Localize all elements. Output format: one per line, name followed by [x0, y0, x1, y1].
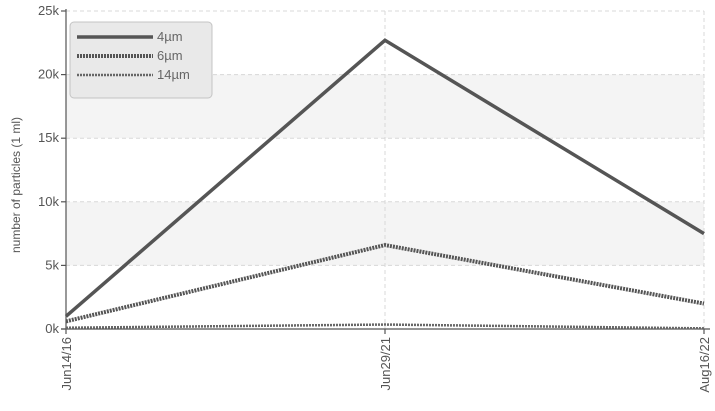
series-line-0: [64, 38, 705, 318]
y-tick-label-2: 10k: [38, 194, 59, 209]
x-tick-labels: Jun14/16 Jun29/21 Aug16/22: [59, 337, 712, 393]
legend: 4µm 6µm 14µm: [69, 21, 213, 99]
x-tick-label-0: Jun14/16: [59, 337, 74, 391]
axes: [61, 9, 710, 334]
legend-label-0: 4µm: [157, 29, 183, 44]
legend-label-1: 6µm: [157, 48, 183, 63]
y-tick-label-0: 0k: [45, 321, 59, 336]
x-tick-label-2: Aug16/22: [697, 337, 712, 393]
y-tick-label-3: 15k: [38, 130, 59, 145]
x-tick-label-1: Jun29/21: [378, 337, 393, 391]
y-tick-label-1: 5k: [45, 257, 59, 272]
y-tick-label-5: 25k: [38, 3, 59, 18]
series-line-2: [65, 323, 705, 330]
band-1: [66, 201, 704, 266]
legend-box: [69, 21, 213, 99]
y-tick-labels: 0k 5k 10k 15k 20k 25k: [38, 3, 59, 336]
legend-label-2: 14µm: [157, 67, 190, 82]
series-lines: [64, 38, 705, 330]
y-axis-title: number of particles (1 ml): [9, 117, 23, 253]
series-line-1: [65, 243, 705, 324]
y-tick-label-4: 20k: [38, 67, 59, 82]
